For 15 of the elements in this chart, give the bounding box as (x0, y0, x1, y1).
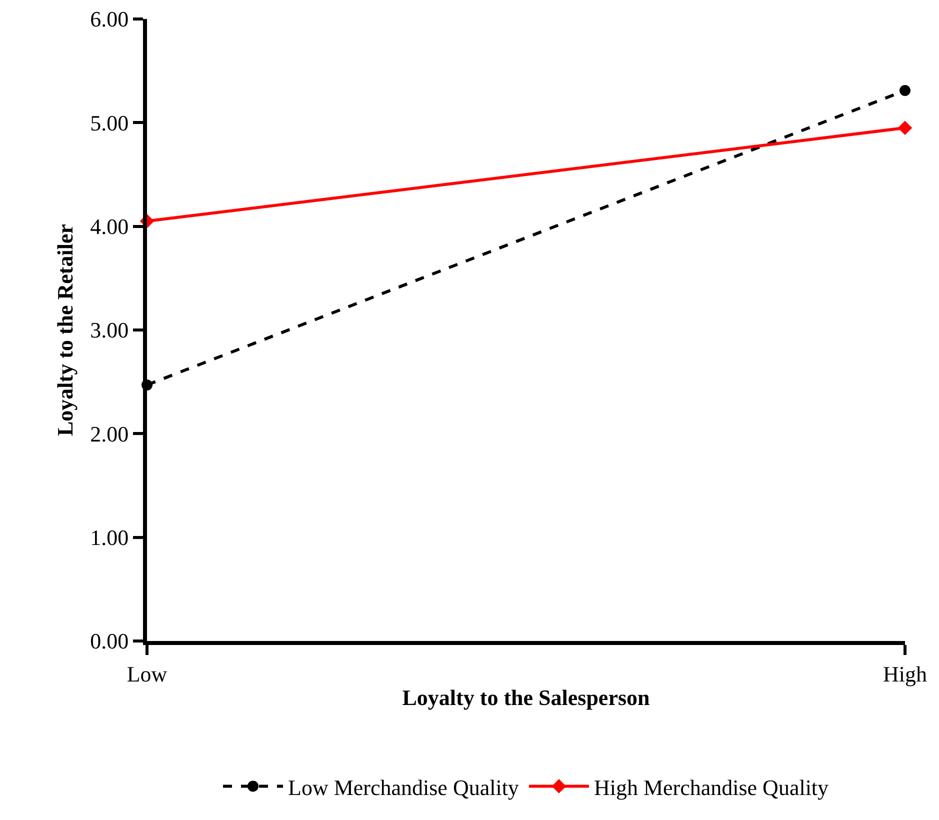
point (900, 85, 910, 96)
y-tick-label: 0.00 (90, 628, 129, 654)
y-tick-label: 3.00 (90, 318, 129, 343)
legend-label: Low Merchandise Quality (288, 774, 519, 800)
y-tick-label: 6.00 (90, 6, 129, 32)
legend-label: High Merchandise Quality (594, 774, 829, 800)
y-tick-label: 1.00 (90, 525, 129, 550)
x-tick-label: High (883, 661, 927, 686)
y-axis-title: Loyalty to the Retailer (52, 224, 78, 436)
x-axis-title: Loyalty to the Salesperson (402, 684, 650, 710)
y-tick-label: 5.00 (90, 110, 129, 136)
y-tick-label: 4.00 (90, 214, 129, 240)
point (898, 120, 912, 135)
y-tick-label: 2.00 (90, 421, 129, 446)
x-tick-label: Low (126, 661, 168, 686)
